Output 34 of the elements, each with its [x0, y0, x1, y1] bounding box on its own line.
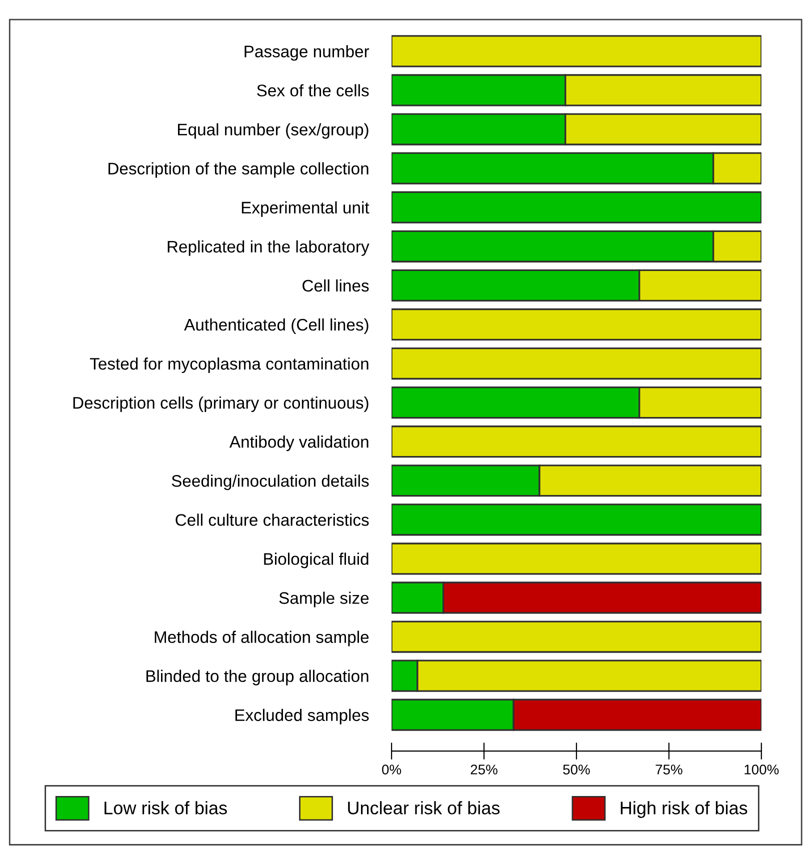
y-tick-label: Cell lines [302, 279, 369, 292]
y-tick-label: Description cells (primary or continuous) [73, 396, 368, 412]
y-tick-label: Sex of the cells [257, 84, 369, 96]
bar [392, 542, 762, 575]
bar [392, 35, 762, 68]
y-tick-label: Seeding/inoculation details [172, 474, 369, 490]
y-tick-label: Equal number (sex/group) [178, 123, 368, 139]
bar [392, 620, 762, 653]
legend-label: High risk of bias [620, 801, 748, 818]
y-tick-label: Tested for mycoplasma contamination [90, 357, 368, 374]
y-tick-label: Biological fluid [264, 552, 368, 568]
bar [392, 347, 762, 380]
bar [392, 504, 762, 536]
bar [392, 308, 762, 341]
y-tick-label: Authenticated (Cell lines) [184, 318, 368, 334]
x-tick-label: 100% [744, 764, 779, 774]
x-tick-label: 75% [656, 764, 682, 774]
y-tick-label: Description of the sample collection [108, 162, 368, 178]
x-tick-label: 50% [563, 764, 590, 774]
y-tick-label: Antibody validation [229, 436, 368, 452]
bar [392, 426, 762, 458]
y-tick-label: Excluded samples [235, 708, 369, 724]
y-tick-label: Methods of allocation sample [154, 630, 369, 646]
y-tick-label: Sample size [279, 592, 369, 608]
x-tick-label: 0% [382, 764, 402, 774]
y-tick-label: Replicated in the laboratory [168, 240, 370, 256]
y-tick-label: Cell culture characteristics [176, 514, 369, 526]
y-tick-label: Experimental unit [242, 201, 370, 217]
legend-label: Unclear risk of bias [348, 801, 500, 814]
legend-label: Low risk of bias [104, 801, 227, 814]
x-tick-label: 25% [470, 764, 498, 774]
y-tick-label: Blinded to the group allocation [146, 670, 368, 686]
y-tick-label: Passage number [244, 45, 370, 61]
bar [392, 191, 762, 224]
